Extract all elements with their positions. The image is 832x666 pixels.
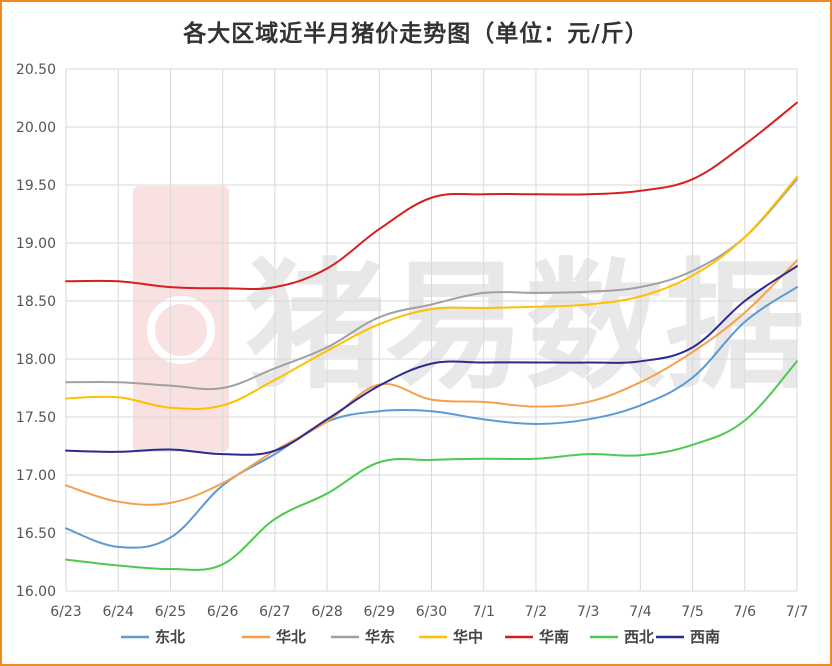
- series-line-2: [65, 259, 798, 506]
- y-tick-label: 16.50: [16, 526, 56, 542]
- y-tick-label: 17.00: [16, 468, 56, 484]
- legend-label: 华南: [539, 628, 569, 646]
- x-tick-label: 7/6: [734, 604, 757, 620]
- legend-label: 华北: [276, 628, 306, 646]
- series-line-1: [65, 286, 798, 549]
- y-axis: 16.00 16.50 17.00 17.50 18.00 18.50 19.00 19.50…: [16, 62, 56, 600]
- y-tick-label: 18.00: [16, 352, 56, 368]
- x-tick-label: 6/29: [364, 604, 395, 620]
- series-line-5: [65, 101, 798, 291]
- series-line-3: [65, 178, 798, 391]
- series-line-6: [65, 360, 798, 571]
- x-tick-label: 7/3: [577, 604, 600, 620]
- x-tick-label: 7/4: [629, 604, 652, 620]
- y-tick-label: 20.50: [16, 62, 56, 78]
- chart-title: 各大区域近半月猪价走势图（单位：元/斤）: [183, 21, 649, 47]
- chart-grid: [65, 68, 798, 592]
- watermark-logo-ring-icon: [147, 296, 215, 364]
- x-tick-label: 6/30: [416, 604, 447, 620]
- y-tick-label: 20.00: [16, 120, 56, 136]
- watermark-logo-icon: [133, 186, 229, 452]
- series-lines: [65, 101, 798, 571]
- y-tick-label: 19.00: [16, 236, 56, 252]
- x-tick-label: 6/27: [259, 604, 290, 620]
- x-tick-label: 6/25: [155, 604, 186, 620]
- y-tick-label: 17.50: [16, 410, 56, 426]
- series-line-7: [65, 265, 798, 456]
- series-line-4: [65, 175, 798, 410]
- legend: 东北 华北 华东 华中 华南 西北 西南: [121, 628, 720, 646]
- watermark-text: 猪易数据: [245, 246, 805, 409]
- x-tick-label: 6/26: [207, 604, 239, 620]
- x-tick-label: 7/1: [472, 604, 495, 620]
- legend-label: 华东: [365, 628, 395, 646]
- x-tick-label: 7/7: [786, 604, 809, 620]
- x-axis: 6/23 6/24 6/25 6/26 6/27 6/28 6/29 6/30 7/1 7/2 7/…: [50, 604, 808, 620]
- x-tick-label: 6/23: [50, 604, 81, 620]
- y-tick-label: 19.50: [16, 178, 56, 194]
- y-tick-label: 18.50: [16, 294, 56, 310]
- legend-label: 华中: [453, 628, 483, 646]
- legend-label: 西南: [690, 628, 720, 646]
- watermark: 猪易数据: [133, 186, 805, 452]
- legend-label: 东北: [155, 628, 185, 646]
- y-tick-label: 16.00: [16, 584, 56, 600]
- x-tick-label: 7/5: [681, 604, 704, 620]
- x-tick-label: 7/2: [525, 604, 548, 620]
- legend-label: 西北: [624, 628, 654, 646]
- x-tick-label: 6/28: [311, 604, 342, 620]
- x-tick-label: 6/24: [102, 604, 134, 620]
